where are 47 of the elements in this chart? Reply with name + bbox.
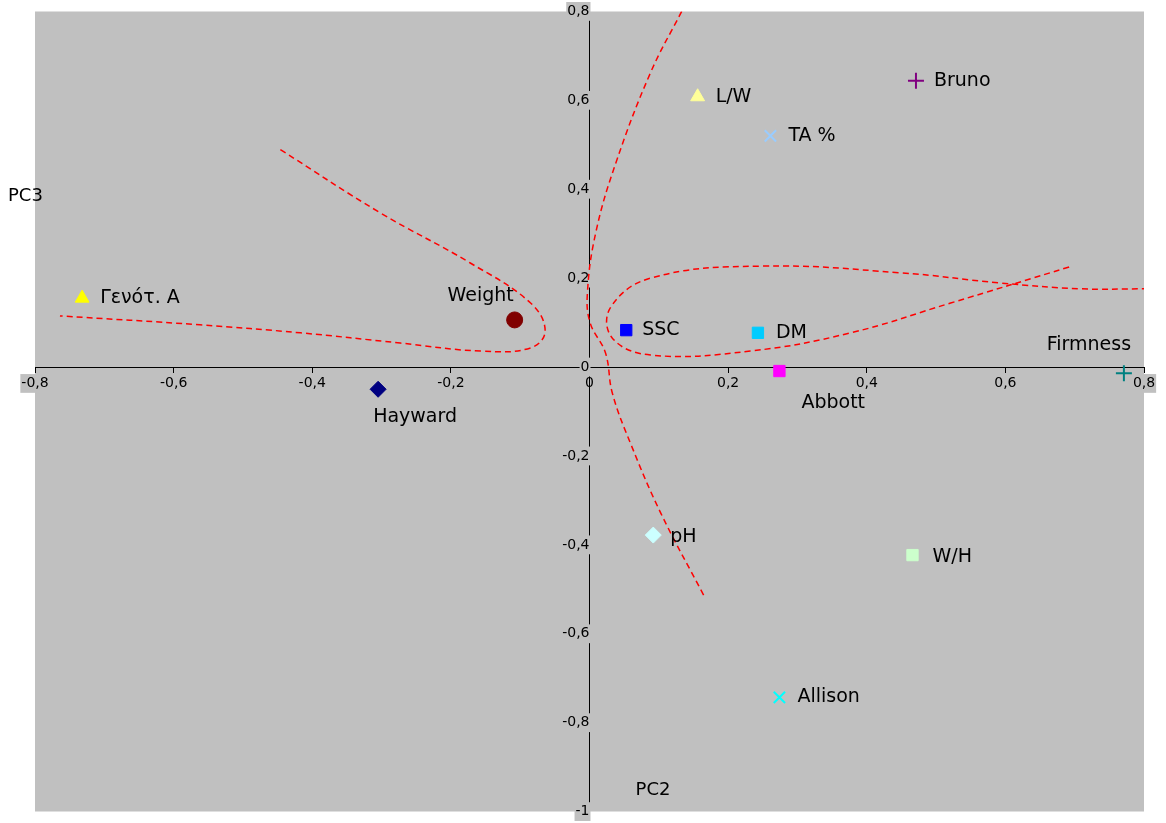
series-label: W/H xyxy=(932,544,972,567)
x-tick-label: -0,8 xyxy=(21,374,49,391)
series-label: DM xyxy=(775,319,807,342)
point xyxy=(369,380,387,398)
y-tick-label: 0,8 xyxy=(567,2,590,19)
point xyxy=(763,129,778,143)
x-tick-label: 0,8 xyxy=(1132,374,1156,391)
y-tick-label: -0,8 xyxy=(562,713,590,730)
x-tick-label: -0,4 xyxy=(298,374,326,391)
x-tick-label: -0,2 xyxy=(437,374,465,391)
x-tick-label: 0,4 xyxy=(855,374,878,391)
series-label: Γενότ. Α xyxy=(100,285,180,308)
y-tick-label: 0,2 xyxy=(567,268,590,285)
point xyxy=(620,323,633,337)
series-label: Firmness xyxy=(1046,332,1132,355)
y-tick-label: 0,4 xyxy=(567,179,590,196)
series-label: TA % xyxy=(787,122,836,145)
line-series xyxy=(59,148,546,353)
x-tick-label: -0,6 xyxy=(159,374,188,391)
point xyxy=(906,548,919,562)
x-tick-label: 0,2 xyxy=(716,374,740,391)
series-label: L/W xyxy=(715,83,752,106)
y-tick-label: -0,2 xyxy=(562,446,590,463)
point xyxy=(906,71,925,90)
series-label: Weight xyxy=(447,282,514,305)
y-tick-label: -0,6 xyxy=(562,624,590,641)
y-tick-label: -0,4 xyxy=(562,535,590,552)
point xyxy=(773,364,786,378)
y-tick-label: 0 xyxy=(580,357,590,374)
x-axis-title: PC2 xyxy=(635,777,671,799)
point xyxy=(751,326,765,339)
y-axis-title: PC3 xyxy=(8,183,43,205)
point xyxy=(506,311,524,329)
series-label: Abbott xyxy=(801,389,866,412)
series-label: SSC xyxy=(642,317,680,340)
point xyxy=(690,88,706,102)
series-label: pH xyxy=(670,524,697,547)
point xyxy=(1114,364,1133,383)
y-tick-label: 0,6 xyxy=(567,90,590,107)
series-label: Hayward xyxy=(373,404,458,427)
series-label: Allison xyxy=(797,684,860,707)
point xyxy=(772,690,787,705)
y-tick-label: -1 xyxy=(575,802,590,819)
point xyxy=(644,526,662,544)
series-label: Bruno xyxy=(933,67,991,90)
x-tick-label: 0,6 xyxy=(994,374,1017,391)
point xyxy=(74,289,90,303)
